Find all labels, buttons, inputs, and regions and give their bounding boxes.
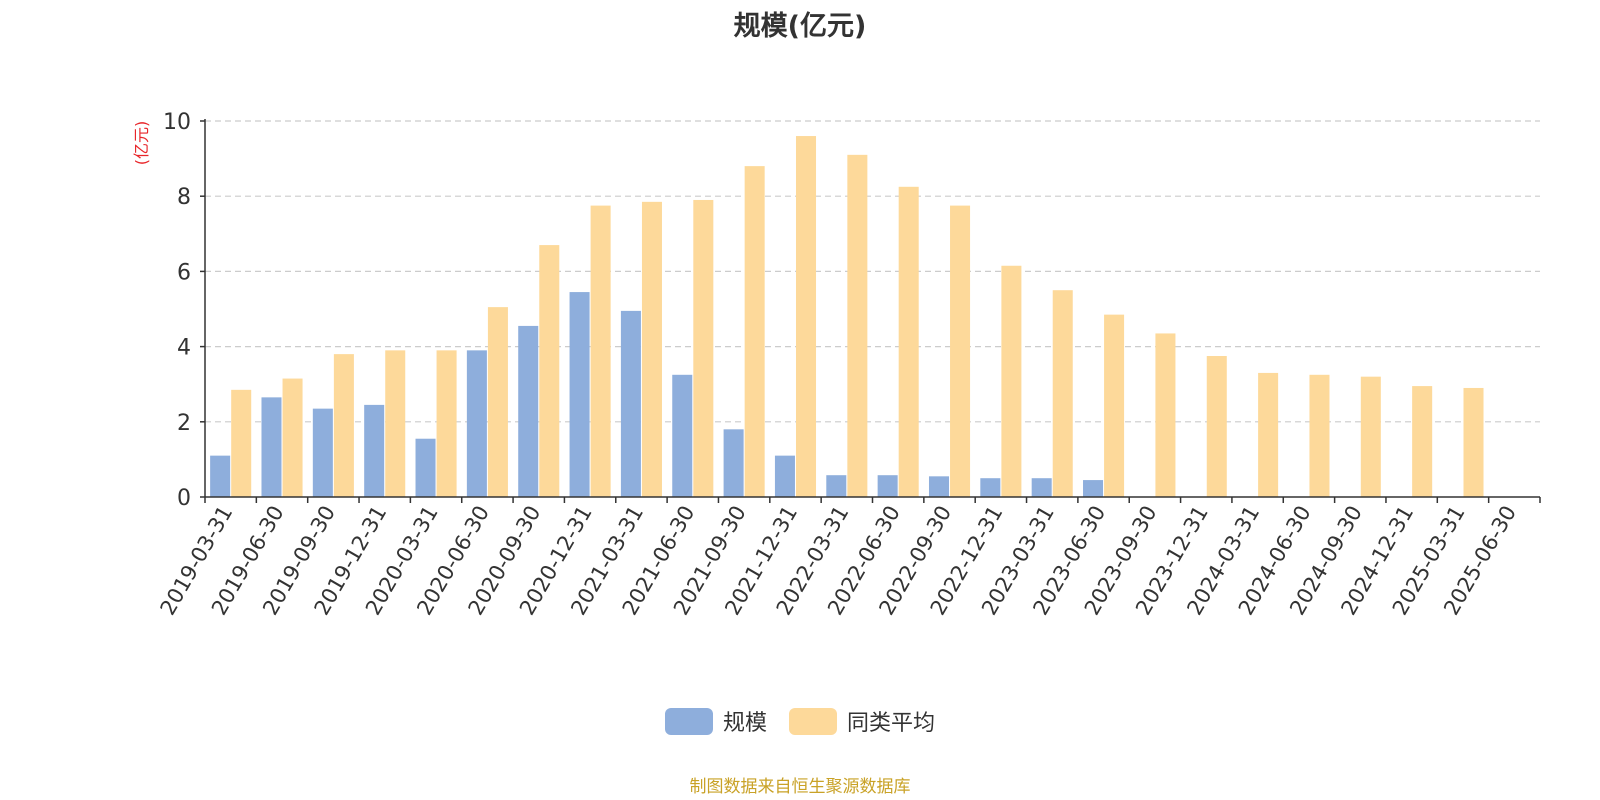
bar-peer-average[interactable]	[1155, 333, 1176, 497]
bar-scale[interactable]	[1083, 480, 1104, 497]
legend-swatch-scale	[664, 707, 713, 735]
bar-peer-average[interactable]	[487, 307, 508, 497]
bar-scale[interactable]	[980, 478, 1001, 497]
bar-scale[interactable]	[210, 455, 231, 497]
bar-peer-average[interactable]	[898, 186, 919, 498]
bar-peer-average[interactable]	[231, 389, 252, 497]
bar-scale[interactable]	[1031, 478, 1052, 497]
y-tick-label: 2	[177, 411, 191, 436]
legend-label-scale: 规模	[722, 711, 767, 736]
bar-scale[interactable]	[518, 325, 539, 497]
bar-scale[interactable]	[826, 475, 847, 497]
bar-scale[interactable]	[466, 350, 487, 497]
bar-peer-average[interactable]	[1052, 290, 1073, 497]
bar-peer-average[interactable]	[385, 350, 406, 497]
bar-peer-average[interactable]	[744, 166, 765, 497]
legend-item-scale[interactable]: 规模	[664, 705, 767, 737]
source-note: 制图数据来自恒生聚源数据库	[689, 777, 911, 797]
y-tick-label: 10	[163, 110, 191, 135]
bar-scale[interactable]	[364, 404, 385, 497]
bar-scale[interactable]	[312, 408, 333, 497]
bar-peer-average[interactable]	[795, 136, 817, 498]
bar-scale[interactable]	[672, 374, 693, 497]
legend-label-peer-average: 同类平均	[847, 711, 936, 736]
bar-scale[interactable]	[928, 476, 950, 497]
bar-scale[interactable]	[261, 397, 282, 497]
y-axis-label: (亿元)	[132, 121, 151, 166]
bar-scale[interactable]	[877, 475, 898, 497]
bar-peer-average[interactable]	[1309, 374, 1330, 497]
legend-item-peer-average[interactable]: 同类平均	[789, 705, 935, 737]
bar-peer-average[interactable]	[1412, 386, 1433, 497]
bar-peer-average[interactable]	[1258, 372, 1279, 497]
bar-peer-average[interactable]	[436, 350, 457, 497]
bar-peer-average[interactable]	[539, 245, 560, 497]
bar-peer-average[interactable]	[1360, 376, 1381, 497]
y-tick-label: 8	[177, 185, 191, 210]
legend: 规模 同类平均	[0, 705, 1600, 737]
bar-scale[interactable]	[569, 292, 590, 497]
legend-swatch-peer-average	[789, 707, 837, 735]
bar-scale[interactable]	[620, 310, 641, 497]
bar-peer-average[interactable]	[1104, 314, 1125, 497]
chart-title: 规模(亿元)	[733, 11, 867, 42]
bar-peer-average[interactable]	[1001, 265, 1022, 497]
bar-peer-average[interactable]	[693, 199, 714, 497]
y-tick-label: 6	[177, 260, 191, 285]
bars	[210, 136, 1484, 498]
bar-scale[interactable]	[415, 438, 436, 497]
bar-peer-average[interactable]	[641, 201, 662, 497]
y-tick-label: 4	[177, 336, 191, 361]
y-tick-label: 0	[177, 486, 191, 511]
bar-peer-average[interactable]	[950, 205, 971, 497]
bar-peer-average[interactable]	[590, 205, 611, 497]
bar-peer-average[interactable]	[282, 378, 303, 497]
bar-peer-average[interactable]	[847, 154, 868, 497]
bar-peer-average[interactable]	[333, 354, 354, 497]
bar-peer-average[interactable]	[1463, 387, 1484, 497]
bar-scale[interactable]	[774, 455, 795, 497]
bar-scale[interactable]	[723, 429, 744, 497]
bar-peer-average[interactable]	[1206, 356, 1227, 497]
